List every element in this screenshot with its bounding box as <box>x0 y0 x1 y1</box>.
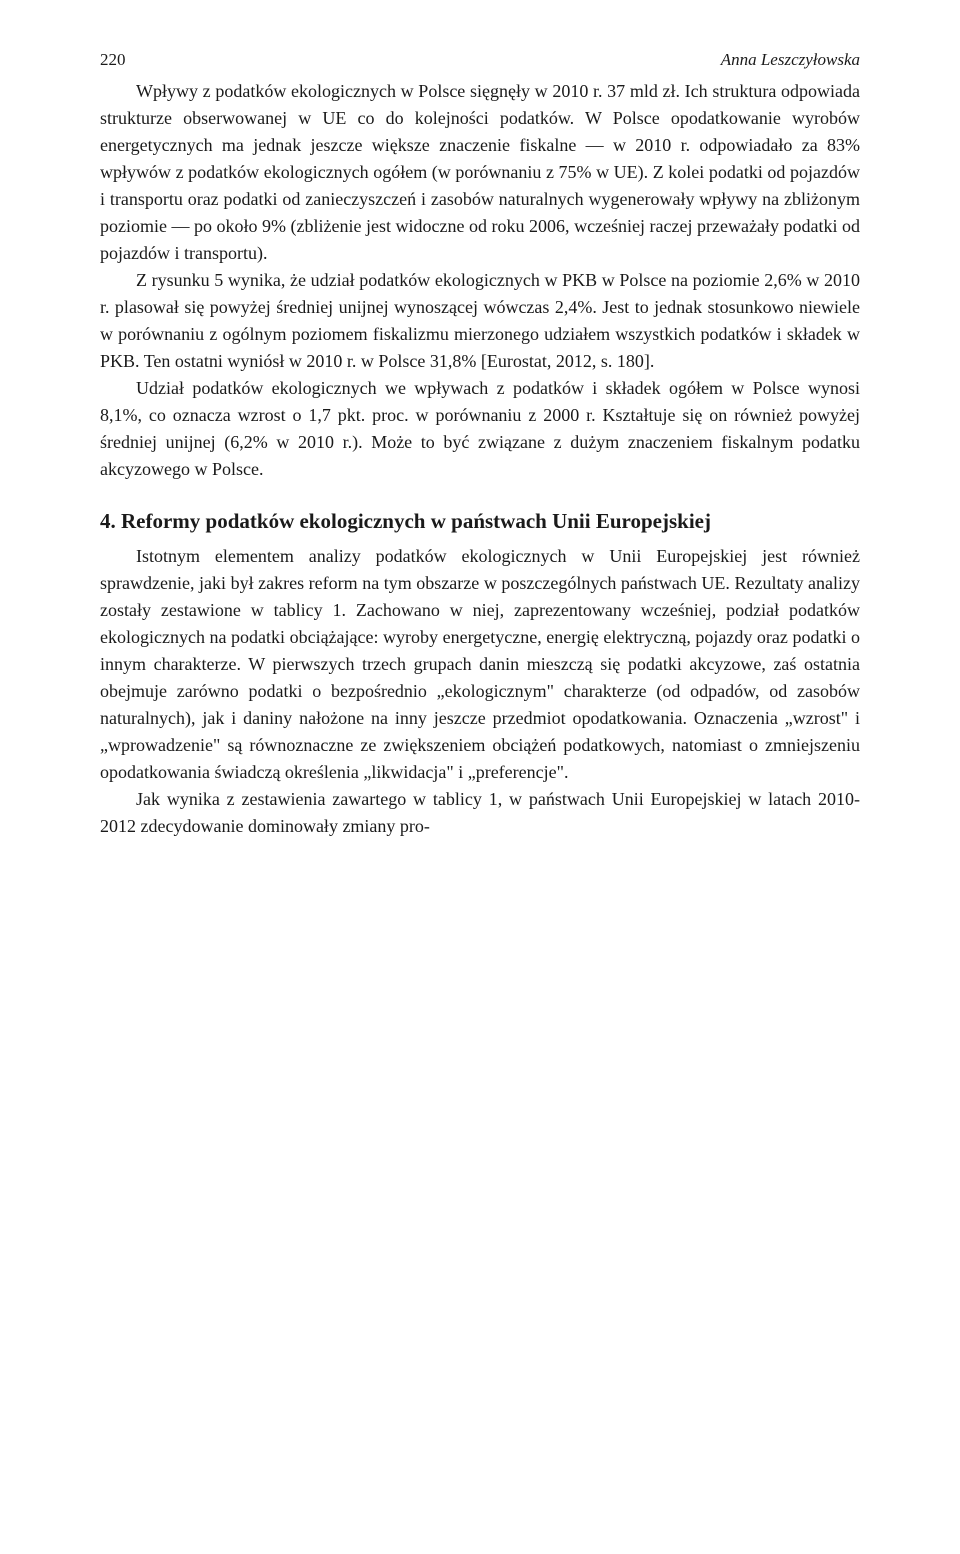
author-name: Anna Leszczyłowska <box>721 50 860 70</box>
paragraph-1: Wpływy z podatków ekologicznych w Polsce… <box>100 78 860 267</box>
paragraph-3: Udział podatków ekologicznych we wpływac… <box>100 375 860 483</box>
paragraph-4: Istotnym elementem analizy podatków ekol… <box>100 543 860 786</box>
page-header: 220 Anna Leszczyłowska <box>100 50 860 70</box>
paragraph-5: Jak wynika z zestawienia zawartego w tab… <box>100 786 860 840</box>
paragraph-2: Z rysunku 5 wynika, że udział podatków e… <box>100 267 860 375</box>
body-text-container: Wpływy z podatków ekologicznych w Polsce… <box>100 78 860 840</box>
section-heading: 4. Reformy podatków ekologicznych w pańs… <box>100 507 860 535</box>
page-number: 220 <box>100 50 126 70</box>
